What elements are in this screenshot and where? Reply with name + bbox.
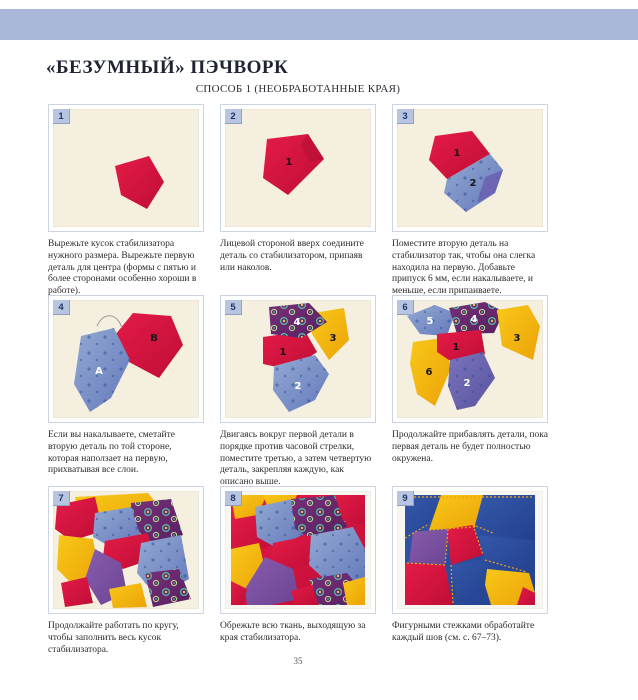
step-number-badge: 1 xyxy=(53,109,70,124)
step-caption: Фигурными стежками обработайте каждый шо… xyxy=(392,621,535,643)
patch-label: 4 xyxy=(471,314,478,325)
page-title: «БЕЗУМНЫЙ» ПЭЧВОРК xyxy=(46,56,289,78)
step-card-8: 8 xyxy=(220,486,376,677)
step-caption: Продолжайте работать по кругу, чтобы зап… xyxy=(48,621,179,655)
step-number-badge: 8 xyxy=(225,491,242,506)
step-caption: Продолжайте прибавлять детали, пока перв… xyxy=(392,430,548,464)
steps-grid: 1 Вырежьте кусок стабилизатора нужного р… xyxy=(48,104,548,677)
step-1-photo xyxy=(53,109,199,227)
patch-label: 2 xyxy=(470,178,477,189)
step-8-photo xyxy=(225,491,371,609)
step-caption: Двигаясь вокруг первой детали в порядке … xyxy=(220,430,372,488)
step-number-badge: 6 xyxy=(397,300,414,315)
step-card-9: 9 xyxy=(392,486,548,677)
step-card-3: 3 1 2 Поместите вторую деталь на стабили… xyxy=(392,104,548,297)
step-7-photo xyxy=(53,491,199,609)
patch-label: A xyxy=(95,366,103,377)
step-photo-frame: 1 xyxy=(48,104,204,232)
step-card-7: 7 Продолжайте работать по кругу, xyxy=(48,486,204,677)
patch-label: 6 xyxy=(426,367,433,378)
patch-label: 1 xyxy=(286,157,293,168)
step-photo-frame: 4 A B xyxy=(48,295,204,423)
patch-label: 2 xyxy=(295,381,302,392)
header-band xyxy=(0,9,638,40)
patch-label: 3 xyxy=(514,333,521,344)
step-6-photo: 1 2 3 4 5 6 xyxy=(397,300,543,418)
step-number-badge: 7 xyxy=(53,491,70,506)
patch-label: 1 xyxy=(280,347,287,358)
step-4-photo: A B xyxy=(53,300,199,418)
patch-label: 1 xyxy=(453,342,460,353)
patch-label: 1 xyxy=(454,148,461,159)
embroidery-stitches xyxy=(405,496,534,605)
step-caption: Обрежьте всю ткань, выходящую за края ст… xyxy=(220,621,366,643)
section-subtitle: СПОСОБ 1 (НЕОБРАБОТАННЫЕ КРАЯ) xyxy=(195,83,401,95)
step-3-photo: 1 2 xyxy=(397,109,543,227)
step-photo-frame: 7 xyxy=(48,486,204,614)
step-5-photo: 1 2 3 4 xyxy=(225,300,371,418)
step-number-badge: 2 xyxy=(225,109,242,124)
step-photo-frame: 2 1 xyxy=(220,104,376,232)
step-number-badge: 4 xyxy=(53,300,70,315)
step-photo-frame: 9 xyxy=(392,486,548,614)
step-number-badge: 5 xyxy=(225,300,242,315)
step-photo-frame: 8 xyxy=(220,486,376,614)
step-number-badge: 3 xyxy=(397,109,414,124)
patch-label: 5 xyxy=(427,316,434,327)
step-9-photo xyxy=(397,491,543,609)
page-number: 35 xyxy=(293,656,303,666)
step-card-2: 2 1 Лицевой стороной вверх соедините дет… xyxy=(220,104,376,295)
patch-label: 4 xyxy=(294,317,301,328)
step-photo-frame: 5 1 2 3 4 xyxy=(220,295,376,423)
step-photo-frame: 6 1 2 3 4 5 6 xyxy=(392,295,548,423)
step-2-photo: 1 xyxy=(225,109,371,227)
patch-label: 3 xyxy=(330,333,337,344)
step-card-1: 1 Вырежьте кусок стабилизатора нужного р… xyxy=(48,104,204,297)
step-caption: Вырежьте кусок стабилизатора нужного раз… xyxy=(48,239,197,297)
patch-label: B xyxy=(150,333,158,344)
step-photo-frame: 3 1 2 xyxy=(392,104,548,232)
step-number-badge: 9 xyxy=(397,491,414,506)
step-card-5: 5 1 2 3 4 Двигаясь вокруг первой детали … xyxy=(220,295,376,488)
patch-label: 2 xyxy=(464,378,471,389)
step-caption: Если вы накалываете, сметайте вторую дет… xyxy=(48,430,175,476)
step-card-6: 6 1 2 3 4 5 6 Продолжайте прибавлять де xyxy=(392,295,548,486)
step-caption: Поместите вторую деталь на стабилизатор … xyxy=(392,239,536,297)
step-card-4: 4 A B Если вы накалываете, сметайте втор… xyxy=(48,295,204,486)
step-caption: Лицевой стороной вверх соедините деталь … xyxy=(220,239,364,273)
